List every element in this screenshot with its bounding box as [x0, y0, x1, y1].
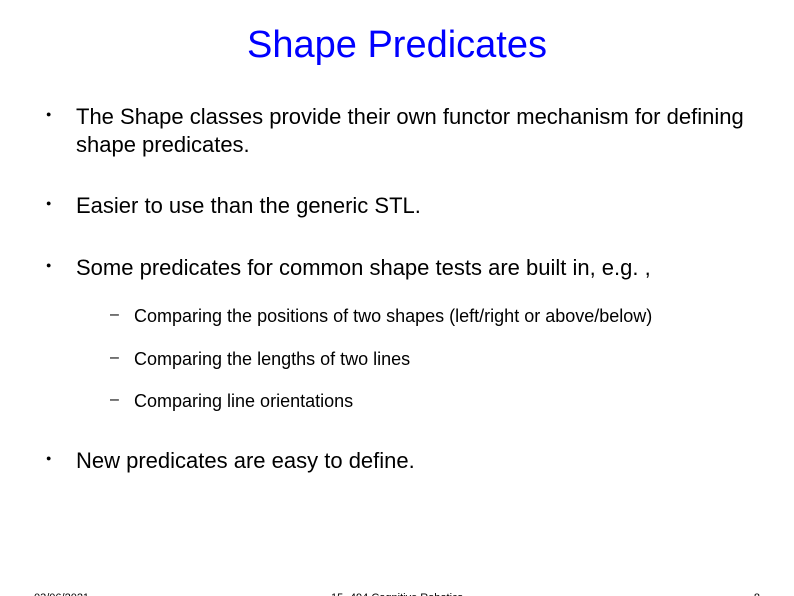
bullet-item: New predicates are easy to define. [30, 447, 764, 475]
sub-bullet-list: Comparing the positions of two shapes (l… [76, 305, 764, 413]
slide-footer: 03/06/2021 15 -494 Cognitive Robotics 8 [0, 592, 794, 596]
bullet-text: Easier to use than the generic STL. [76, 193, 421, 218]
bullet-item: Easier to use than the generic STL. [30, 192, 764, 220]
sub-bullet-text: Comparing the positions of two shapes (l… [134, 306, 652, 326]
bullet-list: The Shape classes provide their own func… [30, 103, 764, 474]
slide-title: Shape Predicates [0, 24, 794, 67]
bullet-text: Some predicates for common shape tests a… [76, 255, 651, 280]
sub-bullet-item: Comparing the lengths of two lines [76, 348, 764, 371]
sub-bullet-text: Comparing the lengths of two lines [134, 349, 410, 369]
sub-bullet-item: Comparing the positions of two shapes (l… [76, 305, 764, 328]
footer-page-number: 8 [754, 592, 760, 596]
bullet-item: Some predicates for common shape tests a… [30, 254, 764, 413]
sub-bullet-item: Comparing line orientations [76, 390, 764, 413]
bullet-text: The Shape classes provide their own func… [76, 104, 744, 157]
footer-date: 03/06/2021 [34, 592, 89, 596]
footer-course: 15 -494 Cognitive Robotics [331, 592, 463, 596]
bullet-item: The Shape classes provide their own func… [30, 103, 764, 158]
slide-content: The Shape classes provide their own func… [0, 103, 794, 474]
sub-bullet-text: Comparing line orientations [134, 391, 353, 411]
slide: Shape Predicates The Shape classes provi… [0, 24, 794, 596]
bullet-text: New predicates are easy to define. [76, 448, 415, 473]
